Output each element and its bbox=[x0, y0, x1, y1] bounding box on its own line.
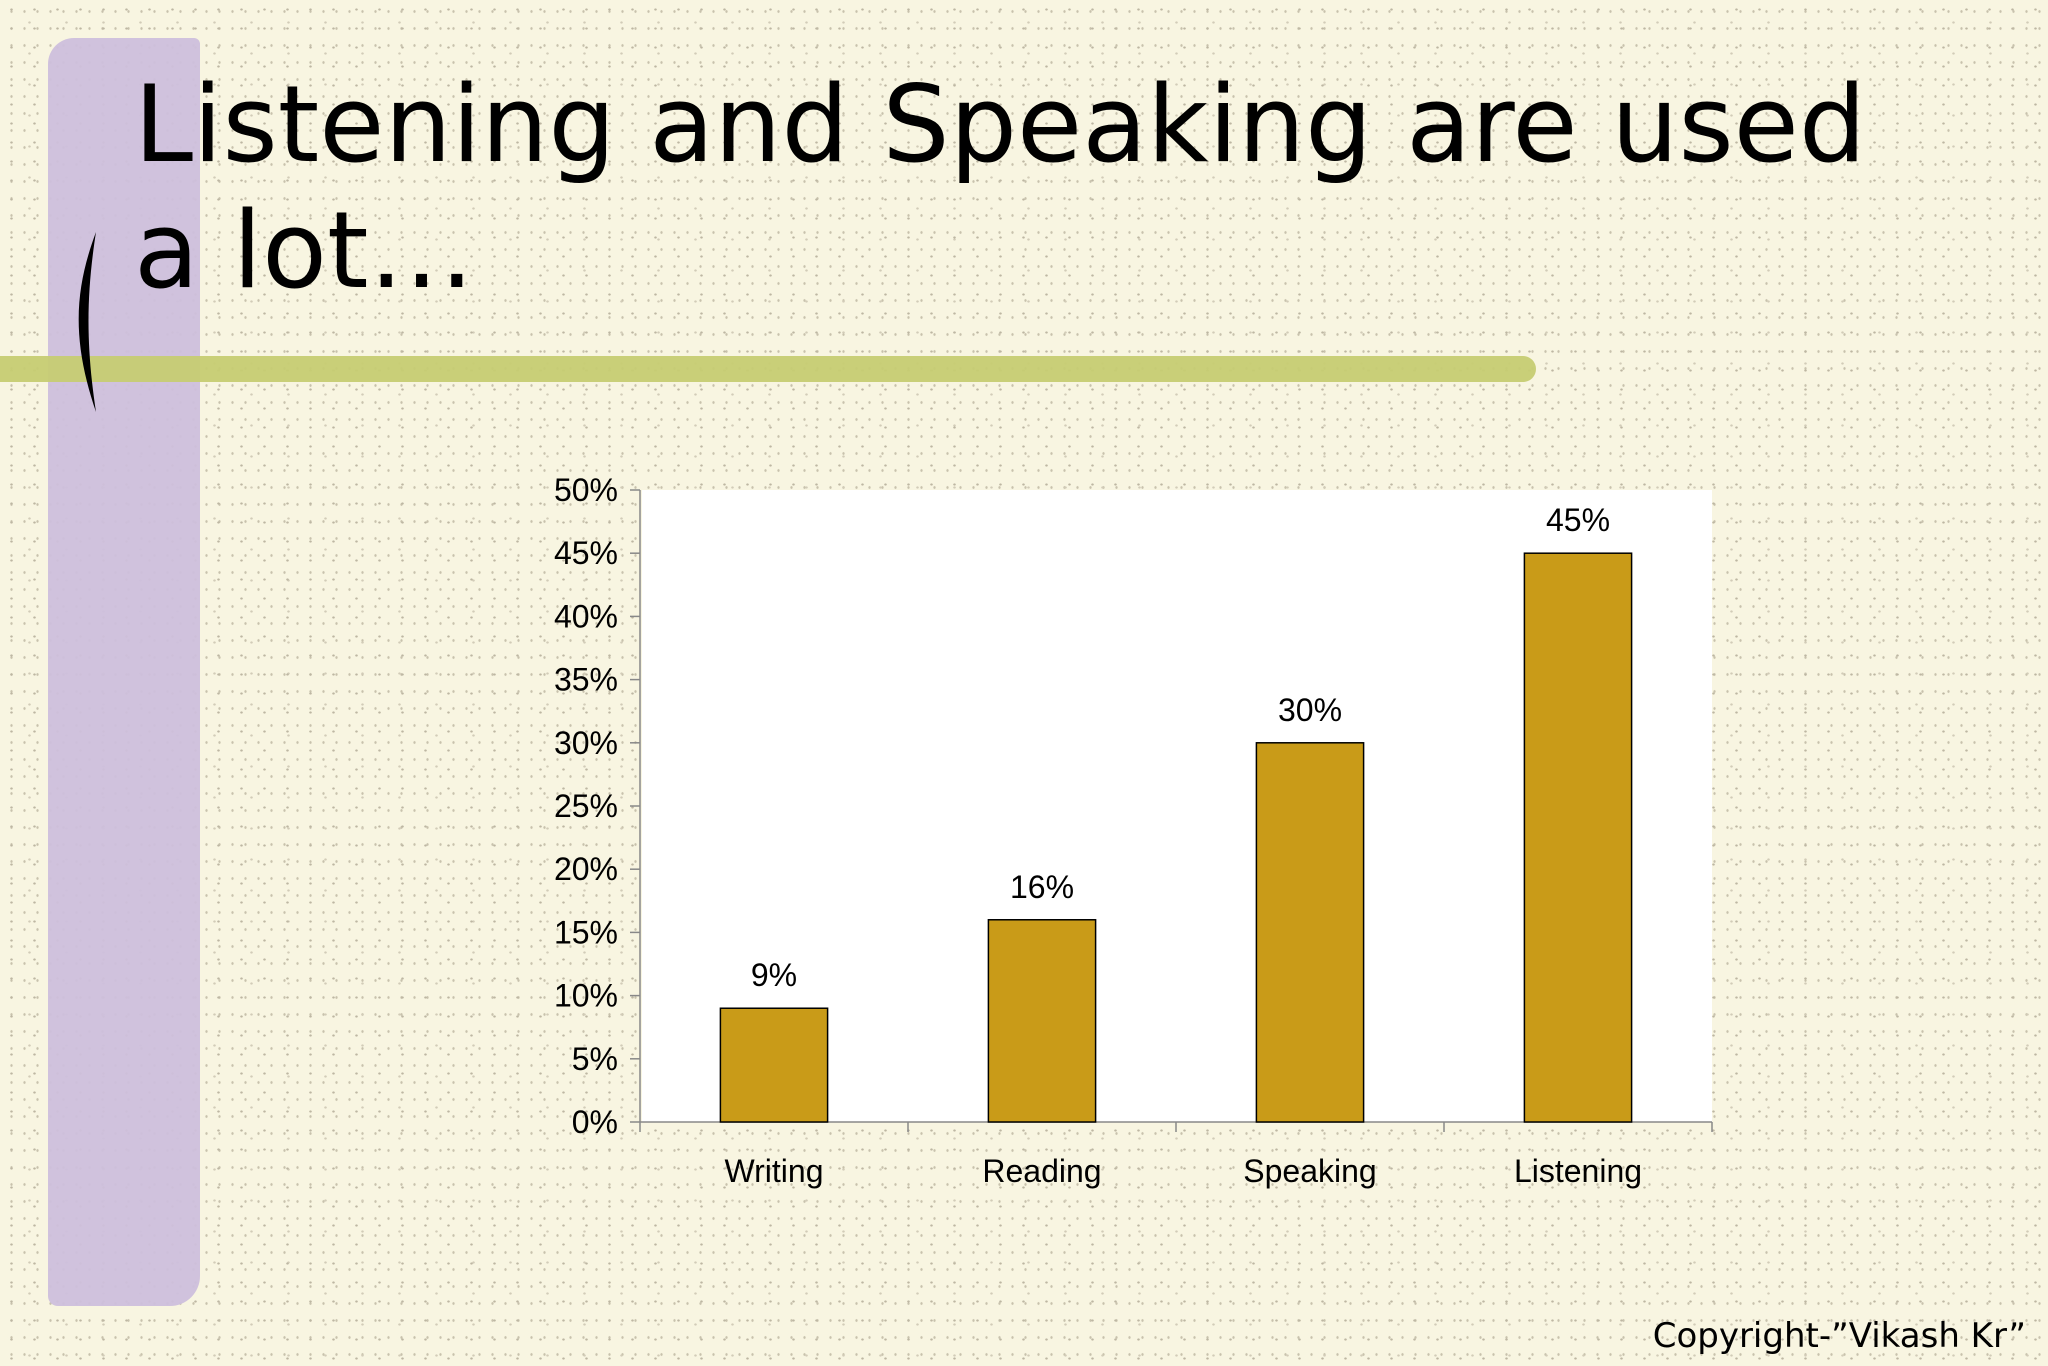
x-tick-label: Writing bbox=[725, 1153, 824, 1189]
bar-listening bbox=[1523, 552, 1633, 1123]
y-tick-label: 20% bbox=[554, 851, 618, 887]
data-label: 30% bbox=[1278, 692, 1342, 728]
data-label: 9% bbox=[751, 957, 797, 993]
y-tick-label: 0% bbox=[572, 1104, 618, 1140]
bar-chart: 0% 5% 10% 15% 20% 25% 30% 35% 40% 45% 50% 9% Writing… bbox=[554, 472, 1713, 1189]
y-tick-label: 5% bbox=[572, 1041, 618, 1077]
y-tick-label: 45% bbox=[554, 535, 618, 571]
bar-reading bbox=[987, 919, 1097, 1123]
copyright-text: Copyright-”Vikash Kr” bbox=[1652, 1316, 2026, 1356]
x-tick-label: Listening bbox=[1514, 1153, 1642, 1189]
x-tick-label: Speaking bbox=[1243, 1153, 1376, 1189]
data-label: 16% bbox=[1010, 869, 1074, 905]
y-tick-label: 50% bbox=[554, 472, 618, 508]
data-label: 45% bbox=[1546, 502, 1610, 538]
bar-writing bbox=[719, 1007, 829, 1123]
left-bracket-icon bbox=[78, 232, 96, 412]
decorative-purple-bar bbox=[48, 38, 200, 1306]
y-tick-label: 30% bbox=[554, 725, 618, 761]
slide-title: Listening and Speaking are used a lot… bbox=[134, 63, 1867, 312]
y-tick-label: 25% bbox=[554, 788, 618, 824]
x-tick-label: Reading bbox=[982, 1153, 1101, 1189]
decorative-green-line bbox=[0, 356, 1536, 382]
bar-speaking bbox=[1255, 742, 1365, 1123]
y-tick-label: 10% bbox=[554, 978, 618, 1014]
y-tick-label: 40% bbox=[554, 598, 618, 634]
y-tick-label: 35% bbox=[554, 662, 618, 698]
y-tick-label: 15% bbox=[554, 914, 618, 950]
